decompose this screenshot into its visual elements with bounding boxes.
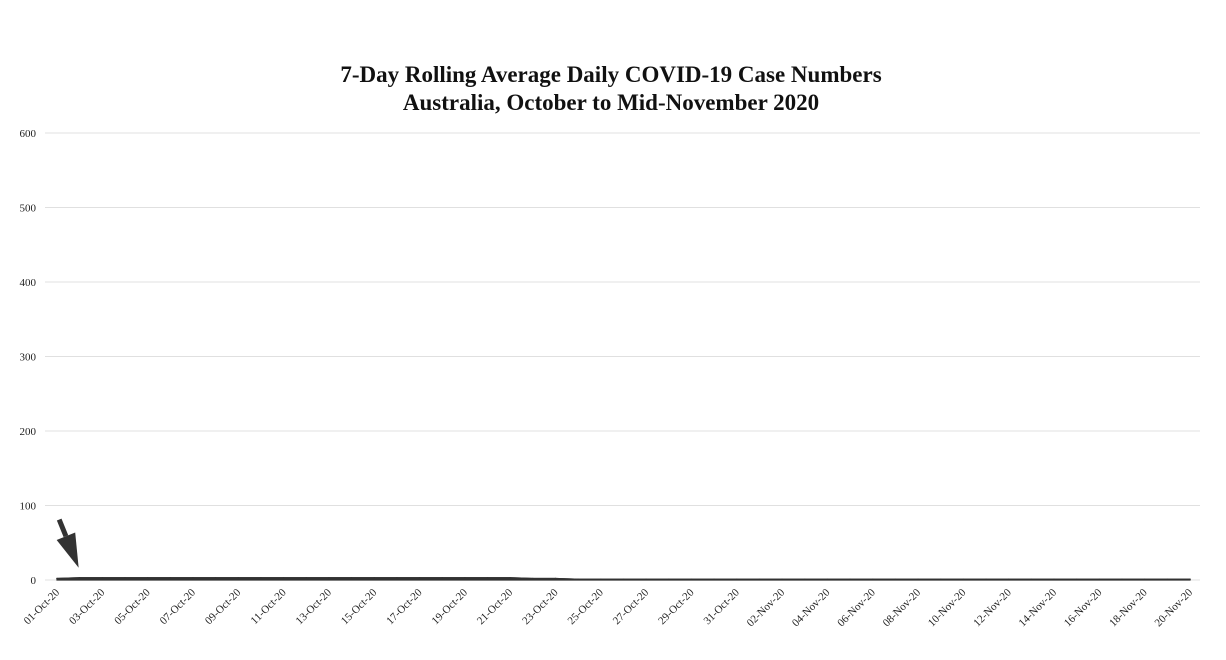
- data-point: [1166, 578, 1169, 581]
- data-point: [849, 578, 851, 581]
- data-point: [464, 576, 466, 579]
- data-point: [554, 577, 557, 580]
- data-point: [124, 576, 126, 579]
- x-tick-label: 15-Oct-20: [339, 586, 380, 627]
- series-area-group: [56, 576, 1191, 581]
- data-point: [803, 578, 806, 581]
- data-point: [1053, 578, 1055, 581]
- data-point: [418, 576, 421, 579]
- data-point: [101, 576, 104, 579]
- x-tick-label: 25-Oct-20: [566, 586, 607, 627]
- data-point: [736, 578, 738, 581]
- x-tick-label: 27-Oct-20: [611, 586, 652, 627]
- data-point: [622, 578, 625, 581]
- x-tick-label: 08-Nov-20: [881, 586, 924, 629]
- x-tick-label: 18-Nov-20: [1107, 586, 1150, 629]
- y-axis-ticks: 0 100 200 300 400 500 600: [20, 128, 37, 587]
- data-point: [871, 578, 874, 581]
- x-tick-label: 23-Oct-20: [520, 586, 561, 627]
- y-tick-label: 400: [20, 277, 37, 289]
- x-tick-label: 31-Oct-20: [701, 586, 742, 627]
- x-tick-label: 19-Oct-20: [430, 586, 471, 627]
- data-point: [939, 578, 942, 581]
- x-axis-ticks: 01-Oct-20 03-Oct-20 05-Oct-20 07-Oct-20 09-O…: [22, 586, 1196, 629]
- y-tick-label: 600: [20, 128, 37, 140]
- data-point: [713, 578, 715, 581]
- y-tick-label: 100: [20, 501, 37, 513]
- data-point: [486, 576, 489, 579]
- x-tick-label: 07-Oct-20: [158, 586, 199, 627]
- data-point: [894, 578, 897, 581]
- x-tick-label: 10-Nov-20: [926, 586, 969, 629]
- data-point: [1098, 578, 1101, 581]
- data-point: [396, 576, 398, 579]
- x-tick-label: 21-Oct-20: [475, 586, 516, 627]
- data-point: [758, 578, 761, 581]
- x-tick-label: 14-Nov-20: [1017, 586, 1060, 629]
- data-point: [826, 578, 829, 581]
- data-point: [78, 576, 81, 579]
- data-point: [1143, 578, 1146, 581]
- data-point: [146, 576, 149, 579]
- data-point: [962, 578, 965, 581]
- x-tick-label: 11-Oct-20: [249, 586, 290, 627]
- x-tick-label: 01-Oct-20: [22, 586, 63, 627]
- data-point: [577, 578, 579, 581]
- arrow-icon: [56, 518, 79, 568]
- data-point: [282, 576, 285, 579]
- data-point: [237, 576, 240, 579]
- x-tick-label: 05-Oct-20: [112, 586, 153, 627]
- data-point: [260, 576, 262, 579]
- data-point: [532, 577, 534, 580]
- data-point: [1189, 578, 1191, 581]
- x-tick-label: 16-Nov-20: [1062, 586, 1105, 629]
- data-point: [1030, 578, 1033, 581]
- annotations: [56, 518, 79, 568]
- data-point: [328, 576, 330, 579]
- data-point: [350, 576, 353, 579]
- x-tick-label: 13-Oct-20: [294, 586, 335, 627]
- x-tick-label: 03-Oct-20: [67, 586, 108, 627]
- y-tick-label: 0: [31, 575, 37, 587]
- data-point: [645, 578, 647, 581]
- data-point: [781, 578, 783, 581]
- data-point: [1121, 578, 1123, 581]
- data-point: [690, 578, 693, 581]
- data-point: [192, 576, 194, 579]
- data-point: [917, 578, 919, 581]
- data-point: [214, 576, 217, 579]
- x-tick-label: 02-Nov-20: [745, 586, 788, 629]
- data-point: [509, 576, 512, 579]
- x-tick-label: 06-Nov-20: [835, 586, 878, 629]
- y-tick-label: 200: [20, 426, 37, 438]
- data-point: [441, 576, 444, 579]
- data-point: [1007, 578, 1010, 581]
- x-tick-label: 17-Oct-20: [384, 586, 425, 627]
- y-tick-label: 300: [20, 352, 37, 364]
- chart-title: 7-Day Rolling Average Daily COVID-19 Cas…: [340, 62, 881, 87]
- data-point: [305, 576, 308, 579]
- data-point: [373, 576, 376, 579]
- chart-subtitle: Australia, October to Mid-November 2020: [403, 90, 819, 115]
- grid: [45, 132, 1200, 581]
- x-tick-label: 29-Oct-20: [656, 586, 697, 627]
- data-point: [985, 578, 987, 581]
- data-point: [1075, 578, 1078, 581]
- x-tick-label: 20-Nov-20: [1152, 586, 1195, 629]
- data-point: [600, 578, 602, 581]
- x-tick-label: 09-Oct-20: [203, 586, 244, 627]
- data-point: [169, 576, 172, 579]
- x-tick-label: 04-Nov-20: [790, 586, 833, 629]
- data-point: [668, 578, 670, 581]
- y-tick-label: 500: [20, 203, 37, 215]
- x-tick-label: 12-Nov-20: [971, 586, 1014, 629]
- data-point: [56, 577, 58, 580]
